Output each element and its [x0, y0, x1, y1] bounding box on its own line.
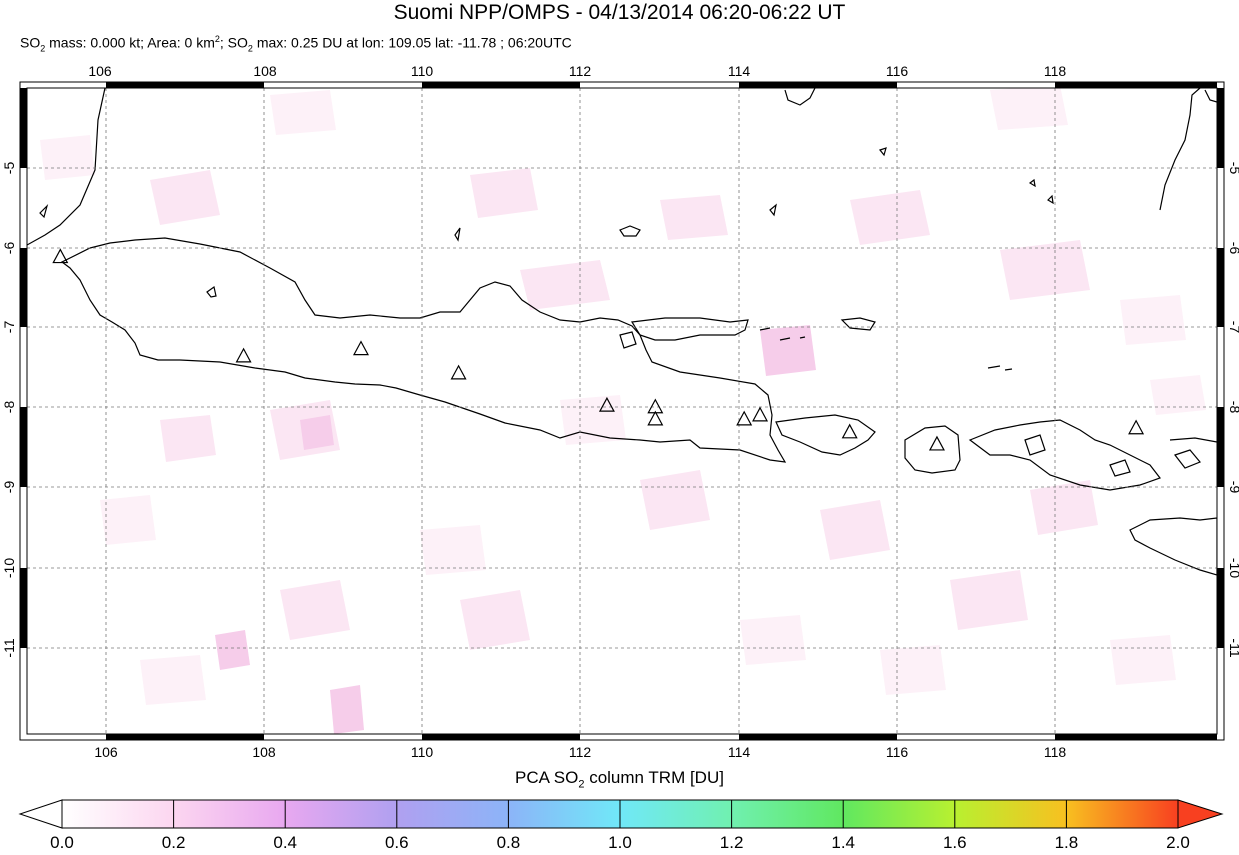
volcano-marker-icon	[841, 423, 858, 439]
lon-label-top: 110	[411, 63, 434, 79]
lat-label-right: -10	[1227, 558, 1239, 578]
coastline-kalimantan	[784, 88, 816, 106]
colorbar-label: 0.0	[50, 833, 74, 852]
colorbar-max-arrow	[1177, 799, 1224, 829]
colorbar-label: 2.0	[1166, 833, 1190, 852]
colorbar-label: 1.4	[831, 833, 856, 852]
lat-label-right: -5	[1227, 162, 1239, 175]
lat-label-left: -11	[1, 638, 17, 657]
volcano-marker-icon	[1128, 419, 1145, 435]
lat-label-right: -7	[1227, 321, 1239, 334]
volcano-marker-icon	[752, 406, 769, 422]
lat-label-left: -10	[1, 558, 17, 578]
volcano-layer	[52, 248, 1145, 451]
lon-label-bottom: 112	[569, 744, 592, 760]
volcano-marker-icon	[647, 410, 664, 426]
coastline-flores	[1169, 437, 1217, 443]
lon-tick-labels-top: 106 108 110 112 114 116 118	[88, 63, 1066, 79]
lat-tick-labels-left: -5 -6 -7 -8 -9 -10 -11	[1, 162, 17, 658]
lon-label-bottom: 116	[886, 744, 909, 760]
lat-label-left: -6	[1, 242, 17, 255]
so2-pixel-layer	[40, 88, 1206, 734]
map-subtitle: SO2 mass: 0.000 kt; Area: 0 km2; SO2 max…	[20, 34, 572, 54]
coastline-sumatra	[27, 88, 106, 246]
map-frame	[19, 81, 1225, 741]
frame-ticks	[20, 82, 1224, 740]
coastline-sumba	[1129, 517, 1217, 576]
volcano-marker-icon	[598, 396, 615, 412]
lon-label-top: 112	[569, 63, 592, 79]
colorbar	[18, 799, 1224, 829]
coastline-sulawesi	[1159, 88, 1201, 211]
volcano-marker-icon	[52, 248, 69, 264]
map-title: Suomi NPP/OMPS - 04/13/2014 06:20-06:22 …	[393, 1, 846, 24]
lat-label-right: -8	[1227, 401, 1239, 414]
colorbar-ticks	[173, 800, 1067, 828]
lon-label-bottom: 108	[252, 744, 276, 760]
colorbar-min-arrow	[18, 799, 63, 829]
lon-label-bottom: 110	[411, 744, 434, 760]
lat-label-right: -11	[1227, 638, 1239, 657]
volcano-marker-icon	[928, 435, 945, 451]
colorbar-label: 0.2	[161, 833, 186, 852]
lat-label-left: -5	[1, 162, 17, 175]
lon-label-bottom: 114	[728, 744, 751, 760]
coastline-sumbawa	[968, 419, 1161, 491]
colorbar-label: 0.8	[496, 833, 521, 852]
lon-label-bottom: 106	[94, 744, 118, 760]
colorbar-label: 1.8	[1054, 833, 1079, 852]
coastline-java	[60, 237, 787, 463]
grid-lines	[27, 88, 1217, 734]
colorbar-label: 1.2	[719, 833, 744, 852]
colorbar-label: 1.6	[942, 833, 967, 852]
coastline-bali	[775, 414, 876, 456]
coastline-madura	[630, 317, 749, 341]
lat-label-right: -9	[1227, 481, 1239, 494]
lon-label-top: 106	[88, 63, 112, 79]
volcano-marker-icon	[235, 347, 252, 363]
volcano-marker-icon	[736, 410, 753, 426]
colorbar-label: 0.6	[384, 833, 409, 852]
colorbar-label: 1.0	[608, 833, 632, 852]
lat-tick-labels-right: -5 -6 -7 -8 -9 -10 -11	[1227, 162, 1239, 658]
lon-label-top: 118	[1044, 63, 1067, 79]
colorbar-label: 0.4	[273, 833, 298, 852]
volcano-marker-icon	[450, 364, 467, 380]
lon-label-top: 108	[253, 63, 277, 79]
lat-label-right: -6	[1227, 242, 1239, 255]
colorbar-title: PCA SO2 column TRM [DU]	[515, 768, 724, 791]
lon-label-top: 116	[886, 63, 909, 79]
lon-label-top: 114	[728, 63, 751, 79]
lat-label-left: -8	[1, 401, 17, 414]
lon-tick-labels-bottom: 106 108 110 112 114 116 118	[94, 744, 1066, 760]
coastline-layer	[27, 88, 1217, 576]
lat-label-left: -9	[1, 481, 17, 494]
lat-label-left: -7	[1, 321, 17, 334]
lon-label-bottom: 118	[1044, 744, 1067, 760]
volcano-marker-icon	[352, 340, 369, 356]
coastline-lombok	[904, 425, 961, 474]
